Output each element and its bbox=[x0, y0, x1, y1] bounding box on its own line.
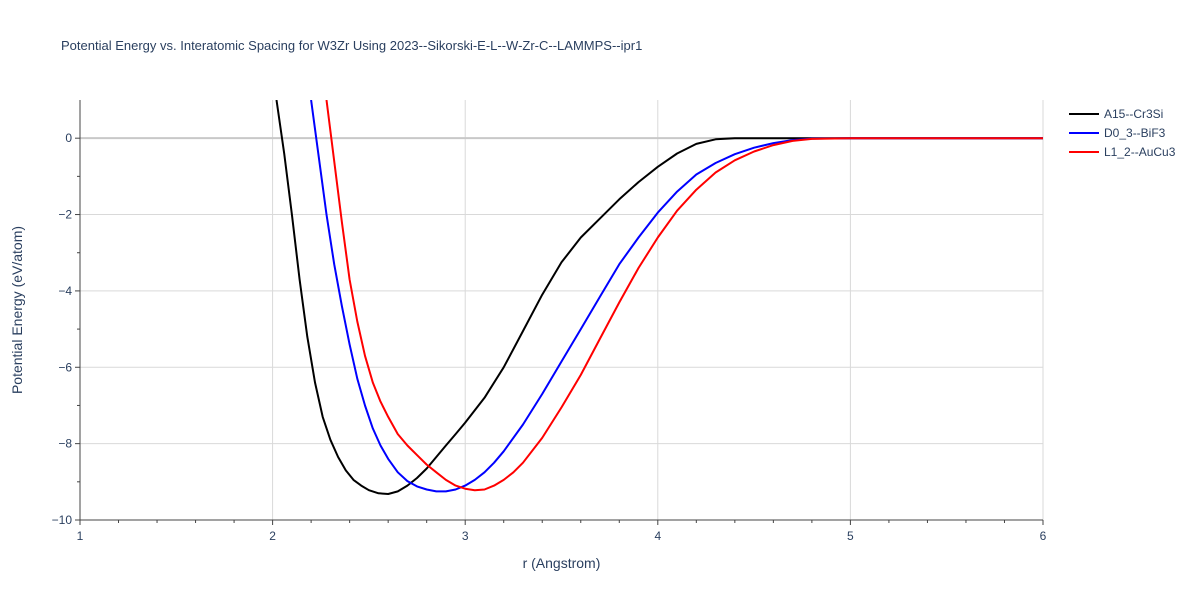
series-line-3 bbox=[325, 100, 1043, 492]
legend-item[interactable]: A15--Cr3Si bbox=[1069, 107, 1163, 121]
series-line-1 bbox=[275, 100, 1043, 495]
x-tick-label: 1 bbox=[77, 529, 84, 543]
legend-label: D0_3--BiF3 bbox=[1104, 126, 1166, 140]
x-tick-label: 6 bbox=[1040, 529, 1047, 543]
y-tick-label: 0 bbox=[65, 131, 72, 145]
legend-item[interactable]: D0_3--BiF3 bbox=[1069, 126, 1166, 140]
legend-label: A15--Cr3Si bbox=[1104, 107, 1163, 121]
chart-title: Potential Energy vs. Interatomic Spacing… bbox=[61, 38, 642, 53]
y-tick-label: −6 bbox=[58, 360, 72, 374]
y-tick-label: −4 bbox=[58, 284, 72, 298]
series-line-2 bbox=[310, 100, 1043, 493]
x-tick-label: 5 bbox=[847, 529, 854, 543]
legend[interactable]: A15--Cr3Si D0_3--BiF3 L1_2--AuCu3 bbox=[1069, 107, 1176, 159]
series-group bbox=[275, 100, 1043, 495]
x-tick-label: 3 bbox=[462, 529, 469, 543]
x-tick-label: 4 bbox=[654, 529, 661, 543]
y-tick-label: −8 bbox=[58, 437, 72, 451]
x-axis-title: r (Angstrom) bbox=[523, 555, 601, 571]
grid-layer bbox=[80, 100, 1044, 520]
y-axis-title: Potential Energy (eV/atom) bbox=[9, 226, 25, 394]
y-tick-label: −2 bbox=[58, 208, 72, 222]
plot-layer bbox=[275, 100, 1043, 495]
axes-layer: 1 2 3 4 5 6 −10 −8 −6 −4 −2 0 bbox=[52, 100, 1047, 543]
y-tick-label: −10 bbox=[52, 513, 73, 527]
legend-item[interactable]: L1_2--AuCu3 bbox=[1069, 145, 1176, 159]
legend-label: L1_2--AuCu3 bbox=[1104, 145, 1176, 159]
x-tick-label: 2 bbox=[269, 529, 276, 543]
